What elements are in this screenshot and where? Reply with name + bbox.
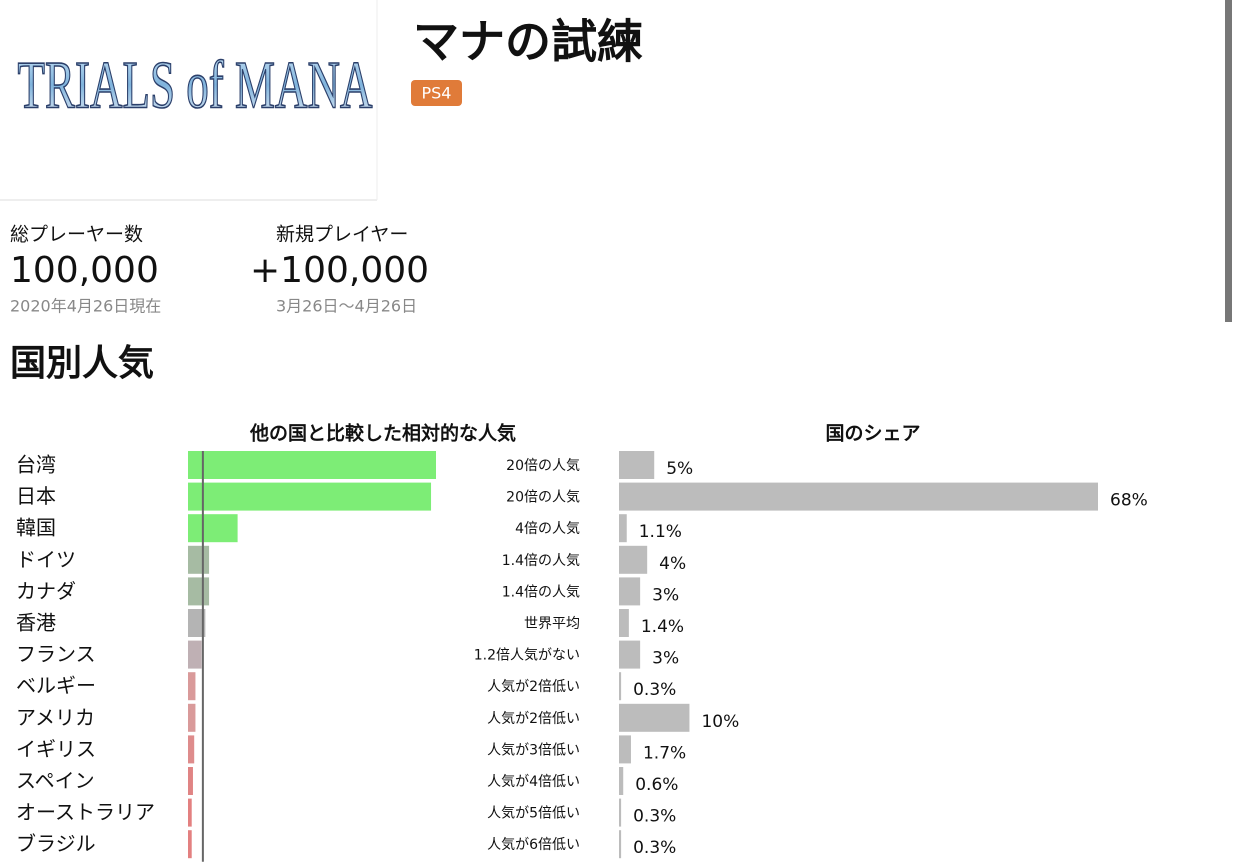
share-label: 1.1%: [639, 522, 682, 542]
share-bar: [619, 577, 641, 606]
stat-value: +100,000: [250, 250, 429, 291]
share-bar: [619, 830, 622, 859]
column-title: 国のシェア: [825, 423, 920, 445]
share-bar: [619, 451, 655, 479]
platform-label: PS4: [422, 84, 452, 103]
relative-bar: [188, 735, 195, 764]
relative-bar: [188, 577, 210, 606]
country-name: 香港: [16, 611, 56, 635]
relative-bar: [188, 830, 192, 859]
country-name: スペイン: [16, 769, 95, 793]
relative-label: 20倍の人気: [506, 490, 580, 506]
share-label: 1.4%: [641, 617, 684, 637]
relative-label: 人気が4倍低い: [487, 774, 580, 790]
relative-label: 世界平均: [524, 616, 580, 632]
relative-bar: [188, 451, 436, 479]
relative-bar: [188, 767, 193, 795]
share-bar: [619, 609, 629, 637]
relative-bar: [188, 514, 238, 543]
country-name: ドイツ: [16, 547, 76, 571]
share-bar: [619, 703, 690, 732]
country-name: ブラジル: [16, 832, 96, 856]
share-label: 68%: [1110, 491, 1148, 511]
relative-bar: [188, 798, 192, 827]
logo: TRIALS of MANA: [18, 47, 373, 123]
share-label: 3%: [652, 585, 679, 605]
relative-label: 人気が6倍低い: [487, 837, 580, 853]
country-name: 日本: [16, 484, 56, 508]
relative-label: 人気が5倍低い: [487, 806, 580, 822]
relative-label: 1.2倍人気がない: [474, 648, 580, 664]
relative-label: 人気が3倍低い: [487, 742, 580, 758]
country-name: 韓国: [16, 516, 56, 540]
stat-label: 新規プレイヤー: [276, 224, 408, 246]
country-name: オーストラリア: [16, 800, 155, 824]
country-name: カナダ: [16, 579, 76, 603]
relative-label: 人気が2倍低い: [487, 711, 580, 727]
relative-bar: [188, 609, 206, 637]
share-label: 0.3%: [633, 838, 676, 858]
relative-label: 1.4倍の人気: [502, 553, 580, 569]
relative-bar: [188, 672, 196, 701]
country-name: フランス: [16, 642, 96, 666]
relative-label: 人気が2倍低い: [487, 679, 580, 695]
share-bar: [619, 735, 631, 764]
share-bar: [619, 767, 624, 795]
stat-note: 2020年4月26日現在: [10, 297, 161, 316]
share-label: 1.7%: [643, 743, 686, 763]
relative-label: 1.4倍の人気: [502, 584, 580, 600]
share-label: 4%: [659, 554, 686, 574]
share-label: 10%: [701, 712, 739, 732]
relative-bar: [188, 482, 432, 511]
relative-label: 20倍の人気: [506, 458, 580, 474]
platform-badge: [411, 80, 462, 106]
scrollbar: [1225, 0, 1232, 322]
share-label: 0.3%: [633, 680, 676, 700]
relative-bar: [188, 545, 210, 574]
stat-value: 100,000: [10, 250, 159, 291]
share-label: 3%: [652, 649, 679, 669]
stat-note: 3月26日〜4月26日: [276, 297, 417, 316]
game-title: マナの試練: [413, 15, 643, 69]
share-bar: [619, 482, 1098, 511]
share-label: 5%: [666, 459, 693, 479]
stat-label: 総プレーヤー数: [10, 224, 143, 246]
share-label: 0.6%: [635, 775, 678, 795]
relative-bar: [188, 703, 196, 732]
column-title: 他の国と比較した相対的な人気: [249, 422, 516, 445]
share-bar: [619, 672, 622, 701]
share-bar: [619, 545, 648, 574]
country-name: ベルギー: [16, 674, 96, 698]
country-name: アメリカ: [16, 705, 95, 729]
relative-label: 4倍の人気: [515, 521, 580, 537]
section-title: 国別人気: [10, 343, 154, 384]
share-bar: [619, 798, 622, 827]
country-name: 台湾: [16, 453, 56, 477]
share-label: 0.3%: [633, 807, 676, 827]
relative-bar: [188, 640, 202, 669]
share-bar: [619, 514, 627, 543]
country-name: イギリス: [16, 737, 96, 761]
share-bar: [619, 640, 641, 669]
